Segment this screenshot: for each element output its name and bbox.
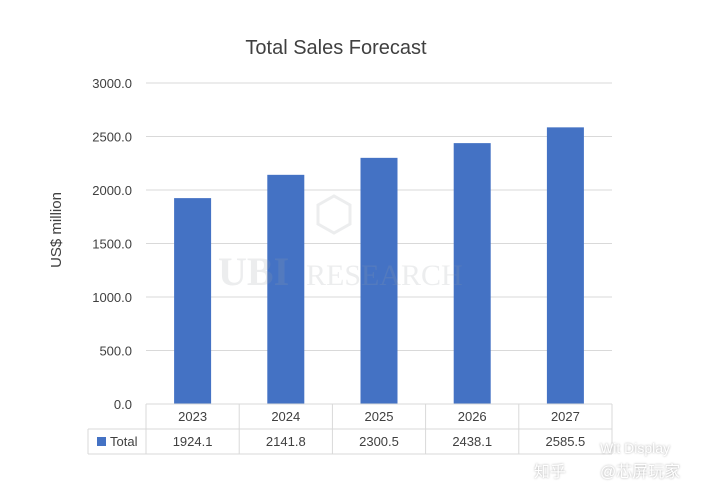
legend-key (97, 437, 106, 446)
data-table-value: 2300.5 (359, 434, 399, 449)
svg-text:UBI: UBI (218, 249, 289, 294)
bar-2023 (174, 198, 212, 404)
x-tick-label: 2027 (551, 409, 580, 424)
bar-2025 (360, 157, 398, 404)
x-tick-label: 2024 (271, 409, 300, 424)
y-tick-label: 2000.0 (92, 183, 132, 198)
y-tick-label: 2500.0 (92, 130, 132, 145)
legend-label: Total (110, 434, 138, 449)
x-tick-label: 2025 (365, 409, 394, 424)
watermark-bottom-right: @芯屏玩家 (600, 464, 681, 481)
data-table-value: 2141.8 (266, 434, 306, 449)
data-table-value: 2585.5 (546, 434, 586, 449)
y-axis-label: US$ million (48, 192, 65, 268)
bar-2027 (546, 127, 584, 404)
watermark-logo: UBI RESEARCH (218, 194, 463, 294)
watermark-bottom-left: 知乎 (534, 464, 567, 481)
bar-2026 (453, 143, 491, 405)
bar-2024 (267, 174, 305, 404)
y-tick-label: 0.0 (114, 397, 132, 412)
y-tick-label: 1500.0 (92, 237, 132, 252)
y-tick-label: 1000.0 (92, 290, 132, 305)
y-tick-label: 3000.0 (92, 76, 132, 91)
y-tick-label: 500.0 (99, 344, 132, 359)
data-table-value: 1924.1 (173, 434, 213, 449)
x-tick-label: 2026 (458, 409, 487, 424)
chart-title: Total Sales Forecast (245, 37, 427, 59)
svg-text:RESEARCH: RESEARCH (306, 259, 463, 292)
watermark-overlay: Wit Display (600, 440, 671, 456)
x-tick-label: 2023 (178, 409, 207, 424)
data-table-value: 2438.1 (452, 434, 492, 449)
